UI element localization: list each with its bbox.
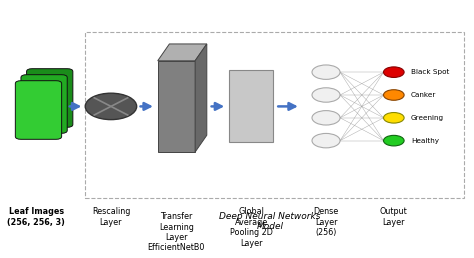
Text: Deep Neural Networks
Model: Deep Neural Networks Model bbox=[219, 212, 321, 231]
FancyBboxPatch shape bbox=[229, 70, 273, 142]
Polygon shape bbox=[158, 44, 207, 61]
Circle shape bbox=[312, 111, 340, 125]
Circle shape bbox=[383, 135, 404, 146]
FancyBboxPatch shape bbox=[27, 69, 73, 127]
FancyBboxPatch shape bbox=[15, 81, 62, 139]
Circle shape bbox=[383, 90, 404, 100]
Text: Canker: Canker bbox=[411, 92, 437, 98]
Circle shape bbox=[312, 88, 340, 102]
Polygon shape bbox=[195, 44, 207, 152]
Text: Dense
Layer
(256): Dense Layer (256) bbox=[313, 207, 338, 237]
FancyBboxPatch shape bbox=[158, 61, 195, 152]
Text: Greening: Greening bbox=[411, 115, 444, 121]
Text: Leaf Images
(256, 256, 3): Leaf Images (256, 256, 3) bbox=[7, 207, 65, 227]
Text: Output
Layer: Output Layer bbox=[380, 207, 408, 227]
Text: Rescaling
Layer: Rescaling Layer bbox=[92, 207, 130, 227]
Text: Black Spot: Black Spot bbox=[411, 69, 449, 75]
Circle shape bbox=[383, 112, 404, 123]
Circle shape bbox=[85, 93, 137, 120]
Text: Global
Average
Pooling 2D
Layer: Global Average Pooling 2D Layer bbox=[230, 207, 273, 247]
Circle shape bbox=[312, 65, 340, 79]
Circle shape bbox=[312, 133, 340, 148]
Text: Transfer
Learning
Layer
EfficientNetB0: Transfer Learning Layer EfficientNetB0 bbox=[148, 212, 205, 252]
Circle shape bbox=[383, 67, 404, 77]
FancyBboxPatch shape bbox=[21, 75, 67, 133]
Text: Healthy: Healthy bbox=[411, 138, 439, 144]
